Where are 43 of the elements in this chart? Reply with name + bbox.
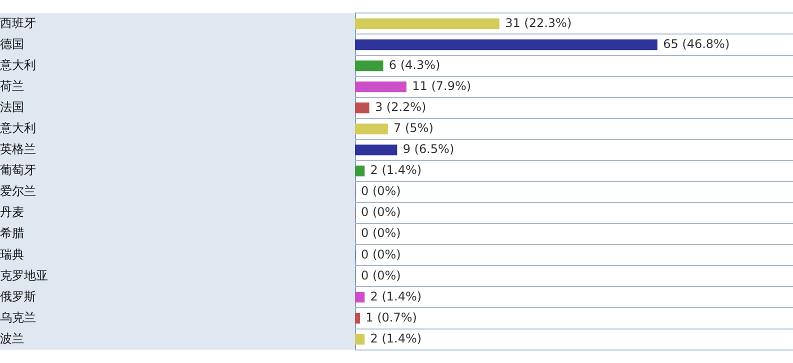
data-label: 0 (0%) <box>361 205 401 220</box>
y-tick-label: 瑞典 <box>0 247 24 262</box>
bar <box>355 124 388 134</box>
data-label: 2 (1.4%) <box>370 289 422 304</box>
bar <box>355 18 500 30</box>
y-tick-label: 葡萄牙 <box>0 163 36 178</box>
y-tick-label: 意大利 <box>0 58 36 72</box>
data-label: 3 (2.2%) <box>374 100 426 114</box>
y-tick-label: 西班牙 <box>0 16 36 30</box>
bar <box>355 166 365 176</box>
bar <box>355 292 365 303</box>
data-label: 0 (0%) <box>361 247 401 262</box>
bar <box>355 334 365 345</box>
y-tick-label: 意大利 <box>0 121 36 136</box>
data-label: 6 (4.3%) <box>388 58 440 72</box>
y-tick-label: 德国 <box>0 36 24 51</box>
y-tick-label: 希腊 <box>0 226 24 240</box>
data-label: 65 (46.8%) <box>663 36 730 51</box>
y-tick-label: 法国 <box>0 100 24 114</box>
y-tick-label: 乌克兰 <box>0 310 36 324</box>
data-label: 9 (6.5%) <box>402 142 454 156</box>
data-label: 31 (22.3%) <box>505 16 572 30</box>
y-tick-label: 英格兰 <box>0 142 36 156</box>
bar <box>355 144 398 156</box>
data-label: 0 (0%) <box>361 268 401 282</box>
data-label: 2 (1.4%) <box>370 163 422 178</box>
bar <box>355 102 370 114</box>
data-label: 11 (7.9%) <box>412 78 472 93</box>
data-label: 0 (0%) <box>361 184 401 198</box>
y-tick-label: 波兰 <box>0 331 24 346</box>
bar <box>355 82 406 92</box>
y-tick-label: 荷兰 <box>0 78 24 93</box>
y-tick-label: 克罗地亚 <box>0 268 48 282</box>
data-label: 2 (1.4%) <box>370 331 422 346</box>
y-tick-label: 俄罗斯 <box>0 289 36 304</box>
data-label: 7 (5%) <box>394 121 434 136</box>
y-tick-label: 丹麦 <box>0 205 24 220</box>
data-label: 0 (0%) <box>361 226 401 240</box>
y-tick-label: 爱尔兰 <box>0 184 36 198</box>
data-label: 1 (0.7%) <box>366 310 417 324</box>
bar <box>355 39 658 50</box>
bar <box>355 312 360 324</box>
bar <box>355 60 384 72</box>
